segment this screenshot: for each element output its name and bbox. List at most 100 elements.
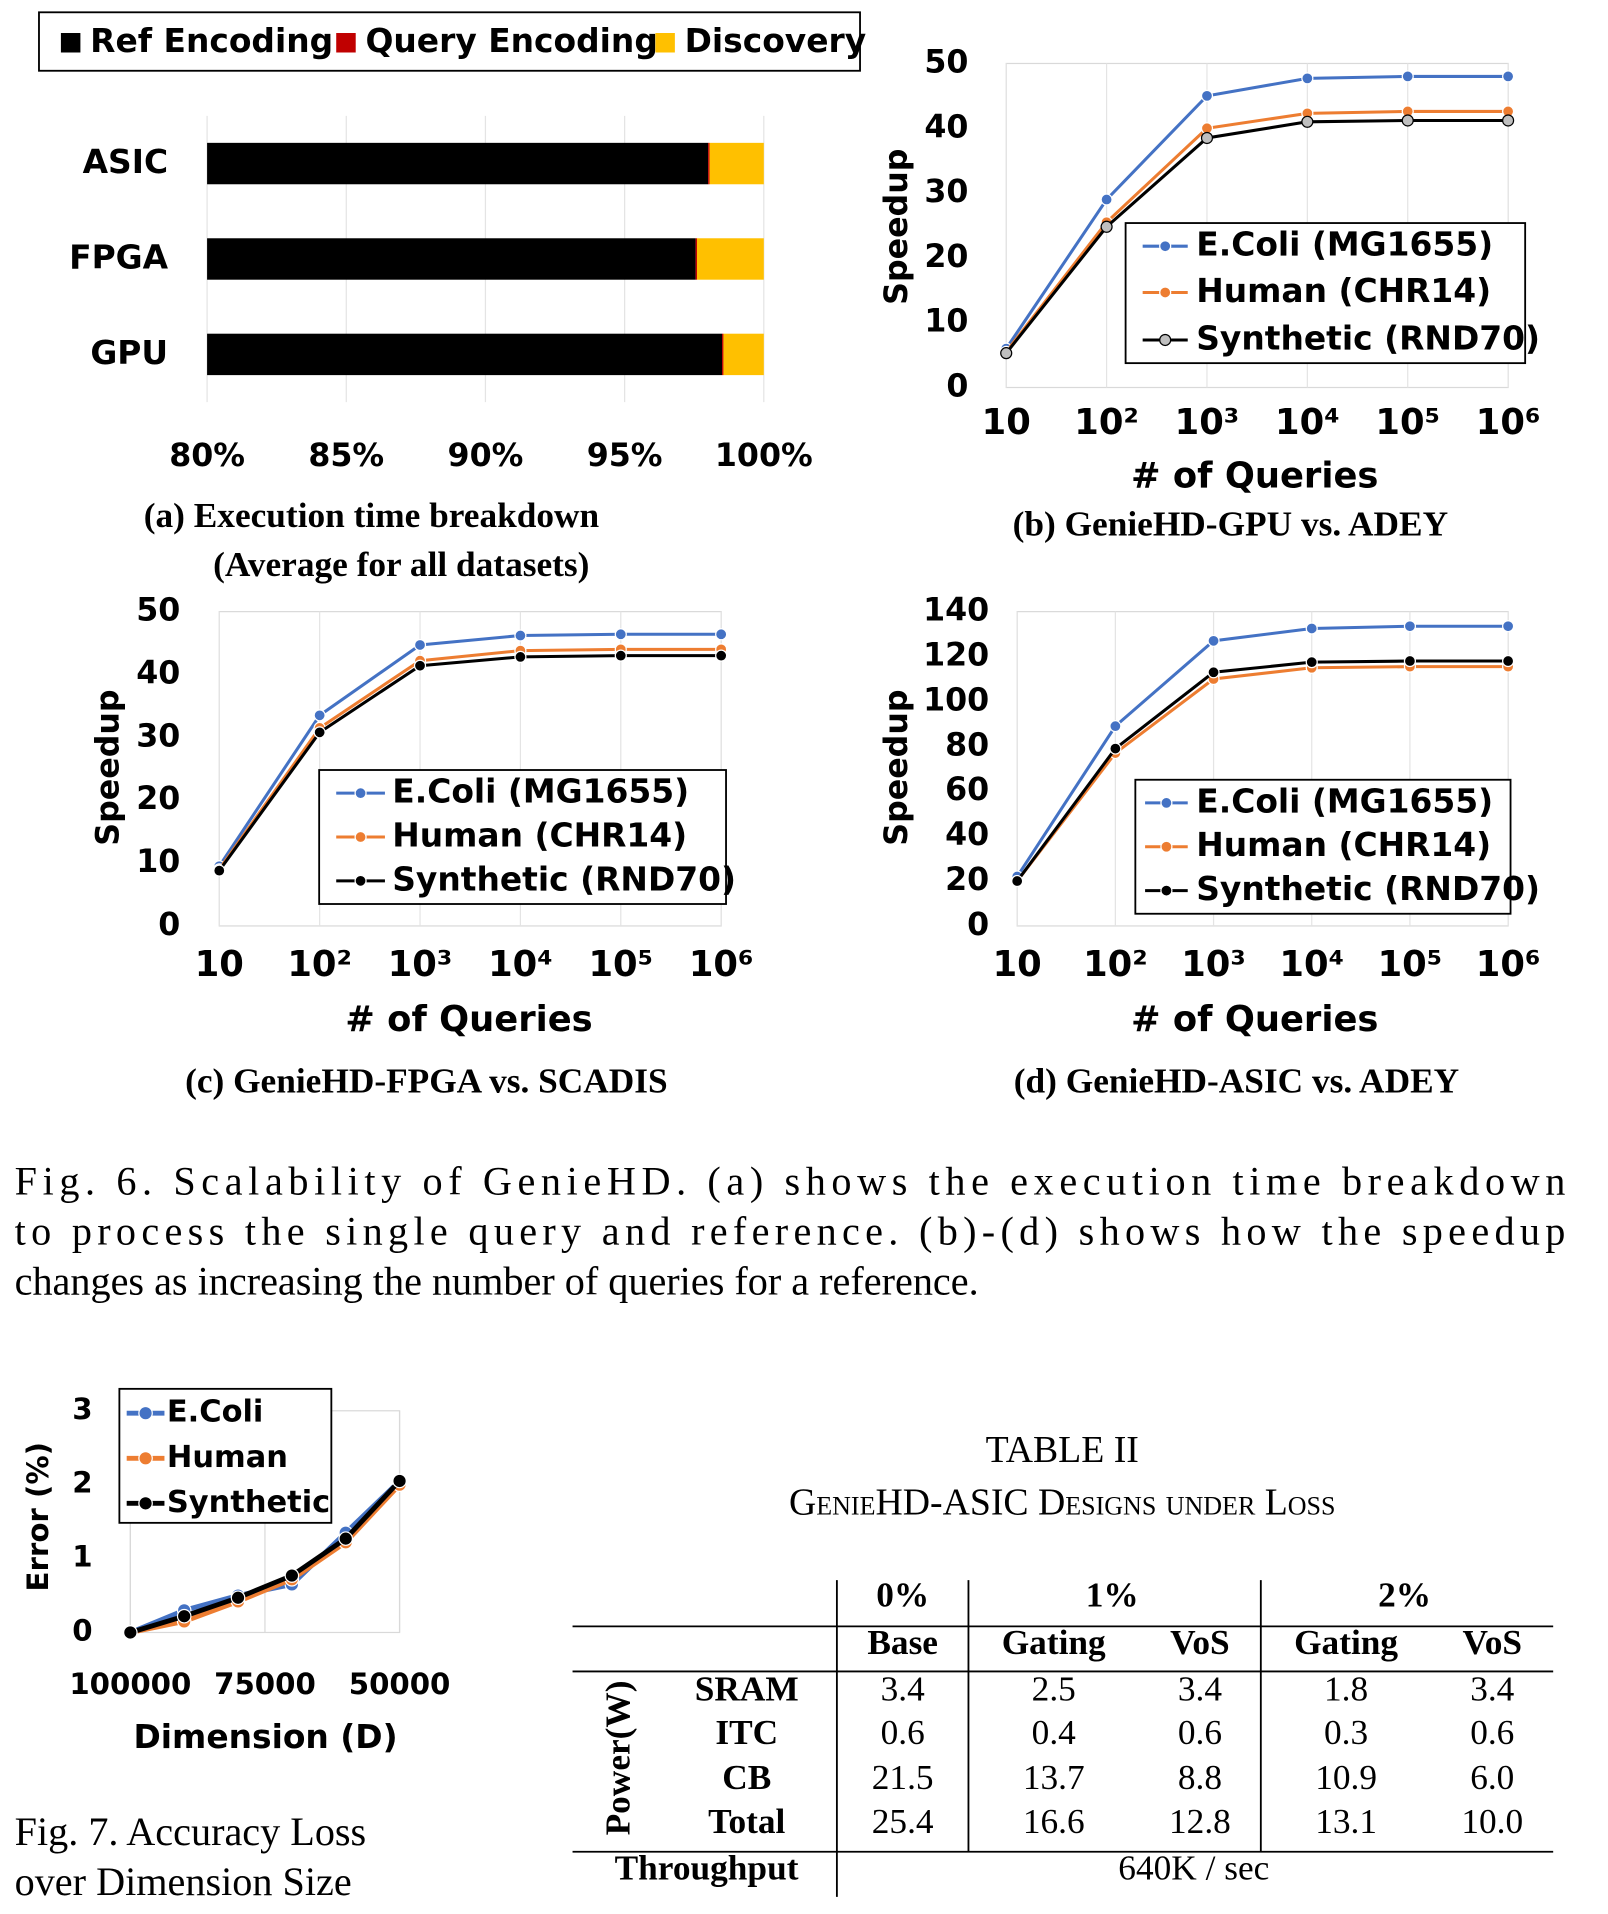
data-point bbox=[1207, 634, 1220, 647]
legend-marker bbox=[354, 830, 367, 844]
legend-marker bbox=[138, 1405, 153, 1421]
bar-segment bbox=[723, 333, 764, 376]
y-tick-label: 10 bbox=[924, 304, 968, 340]
y-tick-label: 40 bbox=[136, 656, 180, 692]
table-row-label: SRAM bbox=[695, 1669, 799, 1708]
y-tick-label: 20 bbox=[924, 239, 968, 275]
x-axis-title: Dimension (D) bbox=[134, 1717, 398, 1756]
legend-label: Discovery bbox=[685, 21, 867, 60]
x-tick-label: 10⁴ bbox=[488, 944, 553, 985]
figure-caption: over Dimension Size bbox=[15, 1859, 352, 1904]
y-tick-label: 20 bbox=[136, 781, 180, 817]
table-cell: 0.4 bbox=[1032, 1713, 1076, 1752]
legend-swatch bbox=[60, 33, 81, 53]
x-tick-label: 10² bbox=[1083, 944, 1148, 985]
bar-segment bbox=[207, 333, 723, 376]
bar-segment bbox=[722, 333, 724, 376]
table-column-header: Gating bbox=[1002, 1623, 1106, 1662]
table-cell: 0.6 bbox=[881, 1713, 925, 1752]
legend-marker bbox=[354, 874, 367, 887]
data-point bbox=[1100, 193, 1113, 206]
y-tick-label: 0 bbox=[72, 1613, 92, 1647]
data-point bbox=[338, 1531, 354, 1546]
legend-label: Synthetic (RND70) bbox=[1196, 869, 1540, 908]
legend-box bbox=[1134, 778, 1512, 915]
data-point bbox=[1305, 622, 1318, 635]
data-point bbox=[213, 864, 226, 877]
figure-caption: Fig. 6. Scalability of GenieHD. (a) show… bbox=[15, 1159, 1566, 1204]
x-tick-label: 10³ bbox=[1181, 944, 1246, 985]
bar-segment bbox=[207, 142, 709, 185]
series-line bbox=[1004, 74, 1509, 350]
data-point bbox=[1011, 874, 1024, 888]
x-tick-label: 10² bbox=[287, 944, 352, 985]
table-title: TABLE II bbox=[986, 1429, 1139, 1471]
data-point bbox=[1200, 131, 1214, 145]
x-tick-label: 50000 bbox=[349, 1667, 451, 1701]
table-cell: 10.0 bbox=[1461, 1802, 1523, 1841]
chart-caption: (d) GenieHD-ASIC vs. ADEY bbox=[1014, 1061, 1459, 1100]
legend-marker bbox=[1159, 240, 1172, 253]
y-axis-title: Speedup bbox=[91, 689, 127, 845]
table-group-header: 2% bbox=[1378, 1575, 1431, 1614]
data-point bbox=[392, 1473, 407, 1489]
x-tick-label: 10⁴ bbox=[1275, 402, 1340, 443]
legend-label: Query Encoding bbox=[365, 21, 657, 60]
x-tick-label: 10 bbox=[195, 944, 244, 985]
table-cell: 0.3 bbox=[1324, 1713, 1368, 1752]
table-group-header: 0% bbox=[876, 1575, 929, 1614]
y-tick-label: 40 bbox=[924, 109, 968, 145]
x-tick-label: 95% bbox=[587, 438, 663, 474]
data-point bbox=[1301, 115, 1314, 128]
table-column-header: Gating bbox=[1294, 1623, 1398, 1662]
bar-segment bbox=[695, 238, 697, 280]
table-cell: 0.6 bbox=[1470, 1713, 1514, 1752]
data-point bbox=[1207, 666, 1220, 679]
legend-marker bbox=[138, 1450, 153, 1466]
table-row-label: Throughput bbox=[615, 1848, 799, 1887]
legend-marker bbox=[1160, 840, 1173, 853]
legend-label: E.Coli (MG1655) bbox=[1196, 781, 1493, 820]
data-point bbox=[1109, 720, 1122, 733]
data-point bbox=[614, 649, 627, 662]
category-label: ASIC bbox=[83, 142, 168, 181]
series-line bbox=[218, 632, 722, 868]
legend-label: Human bbox=[167, 1440, 288, 1475]
data-point bbox=[313, 726, 326, 739]
table-cell: 640K / sec bbox=[1118, 1848, 1269, 1887]
x-axis-title: # of Queries bbox=[345, 999, 592, 1040]
y-axis-title: Error (%) bbox=[21, 1442, 55, 1591]
table-cell: 16.6 bbox=[1023, 1802, 1085, 1841]
data-point bbox=[715, 628, 728, 641]
table-cell: 0.6 bbox=[1178, 1713, 1222, 1752]
table-cell: 12.8 bbox=[1169, 1802, 1231, 1841]
legend-label: Human (CHR14) bbox=[392, 816, 687, 855]
x-tick-label: 10 bbox=[982, 402, 1031, 443]
data-point bbox=[1305, 656, 1318, 669]
table-group-header: 1% bbox=[1086, 1575, 1139, 1614]
figure-caption: to process the single query and referenc… bbox=[15, 1209, 1566, 1254]
table-cell: 13.1 bbox=[1315, 1802, 1377, 1841]
table-cell: 1.8 bbox=[1324, 1669, 1368, 1708]
x-tick-label: 10⁶ bbox=[1476, 944, 1541, 985]
bar-segment bbox=[708, 142, 710, 185]
figure-caption: Fig. 7. Accuracy Loss bbox=[15, 1809, 367, 1854]
series-line bbox=[1015, 624, 1509, 878]
legend-label: Ref Encoding bbox=[90, 21, 333, 60]
legend-marker bbox=[138, 1496, 153, 1511]
x-tick-label: 10⁵ bbox=[1378, 944, 1443, 985]
y-tick-label: 120 bbox=[923, 638, 989, 674]
y-tick-label: 1 bbox=[72, 1540, 92, 1574]
series-line bbox=[1005, 118, 1509, 355]
x-tick-label: 10⁶ bbox=[1476, 402, 1541, 443]
y-tick-label: 0 bbox=[158, 907, 180, 943]
bar-segment bbox=[709, 142, 764, 185]
series-line bbox=[1015, 659, 1509, 882]
x-axis-title: # of Queries bbox=[1131, 999, 1378, 1040]
y-tick-label: 30 bbox=[924, 174, 968, 210]
table-cell: 25.4 bbox=[872, 1802, 934, 1841]
y-tick-label: 80 bbox=[945, 727, 989, 763]
legend-marker bbox=[1160, 796, 1173, 809]
category-label: GPU bbox=[90, 333, 168, 372]
